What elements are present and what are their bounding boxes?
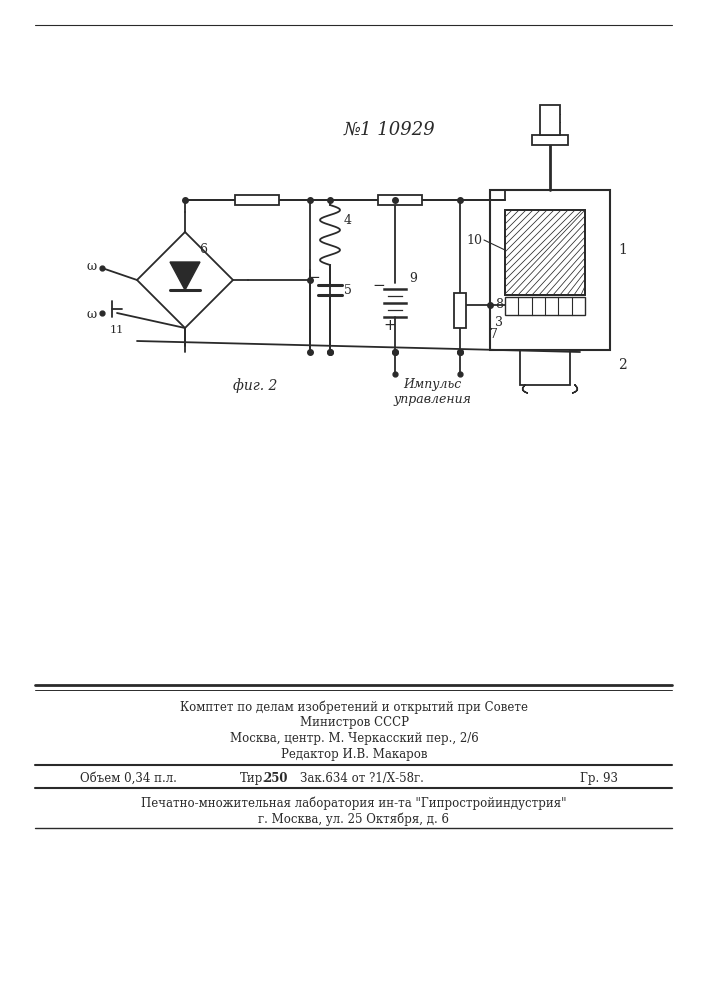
Text: 2: 2 [618, 358, 626, 372]
Text: 4: 4 [344, 214, 352, 227]
Bar [490, 190, 610, 350]
Bar [520, 350, 570, 385]
Bar [505, 297, 585, 315]
Text: 3: 3 [495, 316, 503, 328]
Text: +: + [384, 318, 397, 332]
Text: 8: 8 [495, 298, 503, 312]
Text: Объем 0,34 п.л.: Объем 0,34 п.л. [80, 772, 177, 785]
Bar [378, 195, 422, 205]
Text: Комптет по делам изобретений и открытий при Совете: Комптет по делам изобретений и открытий … [180, 700, 528, 714]
Bar [454, 292, 466, 328]
Text: −: − [373, 277, 385, 292]
Text: ω: ω [87, 259, 97, 272]
Text: 11: 11 [110, 325, 124, 335]
Text: ω: ω [87, 308, 97, 322]
Text: Зак.634 от ?1/Х-58г.: Зак.634 от ?1/Х-58г. [300, 772, 424, 785]
Text: Импульс
управления: Импульс управления [394, 378, 472, 406]
Text: Москва, центр. М. Черкасский пер., 2/6: Москва, центр. М. Черкасский пер., 2/6 [230, 732, 479, 745]
Bar [505, 210, 585, 295]
Text: №1 10929: №1 10929 [344, 121, 436, 139]
Text: −: − [308, 270, 320, 286]
Text: 1: 1 [618, 243, 627, 257]
Text: Гр. 93: Гр. 93 [580, 772, 618, 785]
Text: 250: 250 [263, 772, 288, 785]
Text: Министров СССР: Министров СССР [300, 716, 409, 729]
Text: 9: 9 [409, 271, 417, 284]
Bar [540, 105, 560, 135]
Text: 7: 7 [490, 328, 498, 342]
Bar [532, 135, 568, 145]
Text: Печатно-множительная лаборатория ин-та "Гипростройиндустрия": Печатно-множительная лаборатория ин-та "… [141, 796, 567, 810]
Text: Тир.: Тир. [240, 772, 267, 785]
Text: г. Москва, ул. 25 Октября, д. 6: г. Москва, ул. 25 Октября, д. 6 [259, 812, 450, 826]
Text: фиг. 2: фиг. 2 [233, 378, 277, 393]
Bar [505, 210, 585, 295]
Text: 10: 10 [466, 233, 482, 246]
Text: Редактор И.В. Макаров: Редактор И.В. Макаров [281, 748, 427, 761]
Text: 5: 5 [344, 284, 352, 296]
Polygon shape [170, 262, 200, 290]
Text: 6: 6 [199, 243, 207, 256]
Bar [235, 195, 279, 205]
